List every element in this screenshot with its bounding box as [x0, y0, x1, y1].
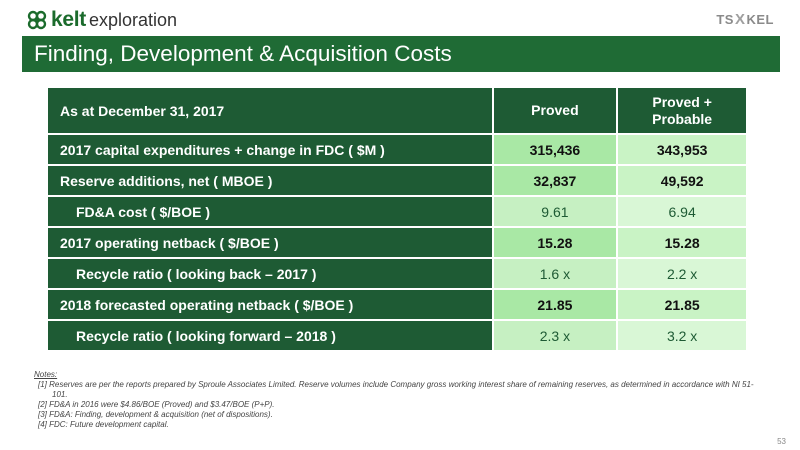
footnote: [2] FD&A in 2016 were $4.86/BOE (Proved)…: [38, 400, 275, 409]
table-row: 2017 capital expenditures + change in FD…: [48, 134, 748, 166]
row-label: 2017 capital expenditures + change in FD…: [48, 134, 494, 166]
header-proved-probable-line2: Probable: [652, 110, 713, 127]
ticker-symbol: KEL: [746, 12, 774, 27]
celtic-knot-icon: [27, 10, 47, 30]
row-label: Recycle ratio ( looking back – 2017 ): [48, 258, 494, 290]
fdac-cost-table: As at December 31, 2017 Proved Proved + …: [48, 88, 748, 352]
proved-value: 15.28: [492, 227, 619, 259]
row-label: 2018 forecasted operating netback ( $/BO…: [48, 289, 494, 321]
probable-value: 21.85: [617, 289, 748, 321]
table-row: Recycle ratio ( looking back – 2017 ) 1.…: [48, 258, 748, 290]
logo-brand-text: kelt: [51, 8, 86, 31]
header-date-label: As at December 31, 2017: [48, 88, 494, 135]
proved-value: 32,837: [492, 165, 619, 197]
probable-value: 3.2 x: [617, 320, 748, 352]
row-label: FD&A cost ( $/BOE ): [48, 196, 494, 228]
probable-value: 6.94: [617, 196, 748, 228]
ticker-exchange-part: TS: [716, 12, 734, 27]
company-logo: kelt exploration: [26, 7, 177, 33]
probable-value: 2.2 x: [617, 258, 748, 290]
tsx-ticker-logo: TS X KEL: [716, 11, 774, 28]
logo-suffix-text: exploration: [89, 9, 178, 30]
footnote: [1] Reserves are per the reports prepare…: [38, 380, 754, 399]
header-proved-probable: Proved + Probable: [617, 88, 748, 135]
notes-heading: Notes:: [34, 370, 58, 379]
title-bar: Finding, Development & Acquisition Costs: [22, 36, 780, 72]
row-label: Reserve additions, net ( MBOE ): [48, 165, 494, 197]
row-label: Recycle ratio ( looking forward – 2018 ): [48, 320, 494, 352]
ticker-x-mark: X: [734, 11, 746, 28]
row-label: 2017 operating netback ( $/BOE ): [48, 227, 494, 259]
proved-value: 1.6 x: [492, 258, 619, 290]
proved-value: 315,436: [492, 134, 619, 166]
header-proved: Proved: [492, 88, 619, 135]
table-header-row: As at December 31, 2017 Proved Proved + …: [48, 88, 748, 135]
probable-value: 15.28: [617, 227, 748, 259]
footnote: [4] FDC: Future development capital.: [38, 420, 169, 429]
table-row: 2018 forecasted operating netback ( $/BO…: [48, 289, 748, 321]
probable-value: 49,592: [617, 165, 748, 197]
page-number: 53: [777, 437, 786, 446]
table-row: FD&A cost ( $/BOE ) 9.61 6.94: [48, 196, 748, 228]
table-row: Reserve additions, net ( MBOE ) 32,837 4…: [48, 165, 748, 197]
footnote: [3] FD&A: Finding, development & acquisi…: [38, 410, 273, 419]
proved-value: 9.61: [492, 196, 619, 228]
proved-value: 2.3 x: [492, 320, 619, 352]
footnotes: Notes: [1] Reserves are per the reports …: [34, 370, 764, 430]
probable-value: 343,953: [617, 134, 748, 166]
table-row: 2017 operating netback ( $/BOE ) 15.28 1…: [48, 227, 748, 259]
table-row: Recycle ratio ( looking forward – 2018 )…: [48, 320, 748, 352]
proved-value: 21.85: [492, 289, 619, 321]
header-proved-probable-line1: Proved +: [652, 93, 712, 110]
slide-title: Finding, Development & Acquisition Costs: [34, 41, 452, 66]
